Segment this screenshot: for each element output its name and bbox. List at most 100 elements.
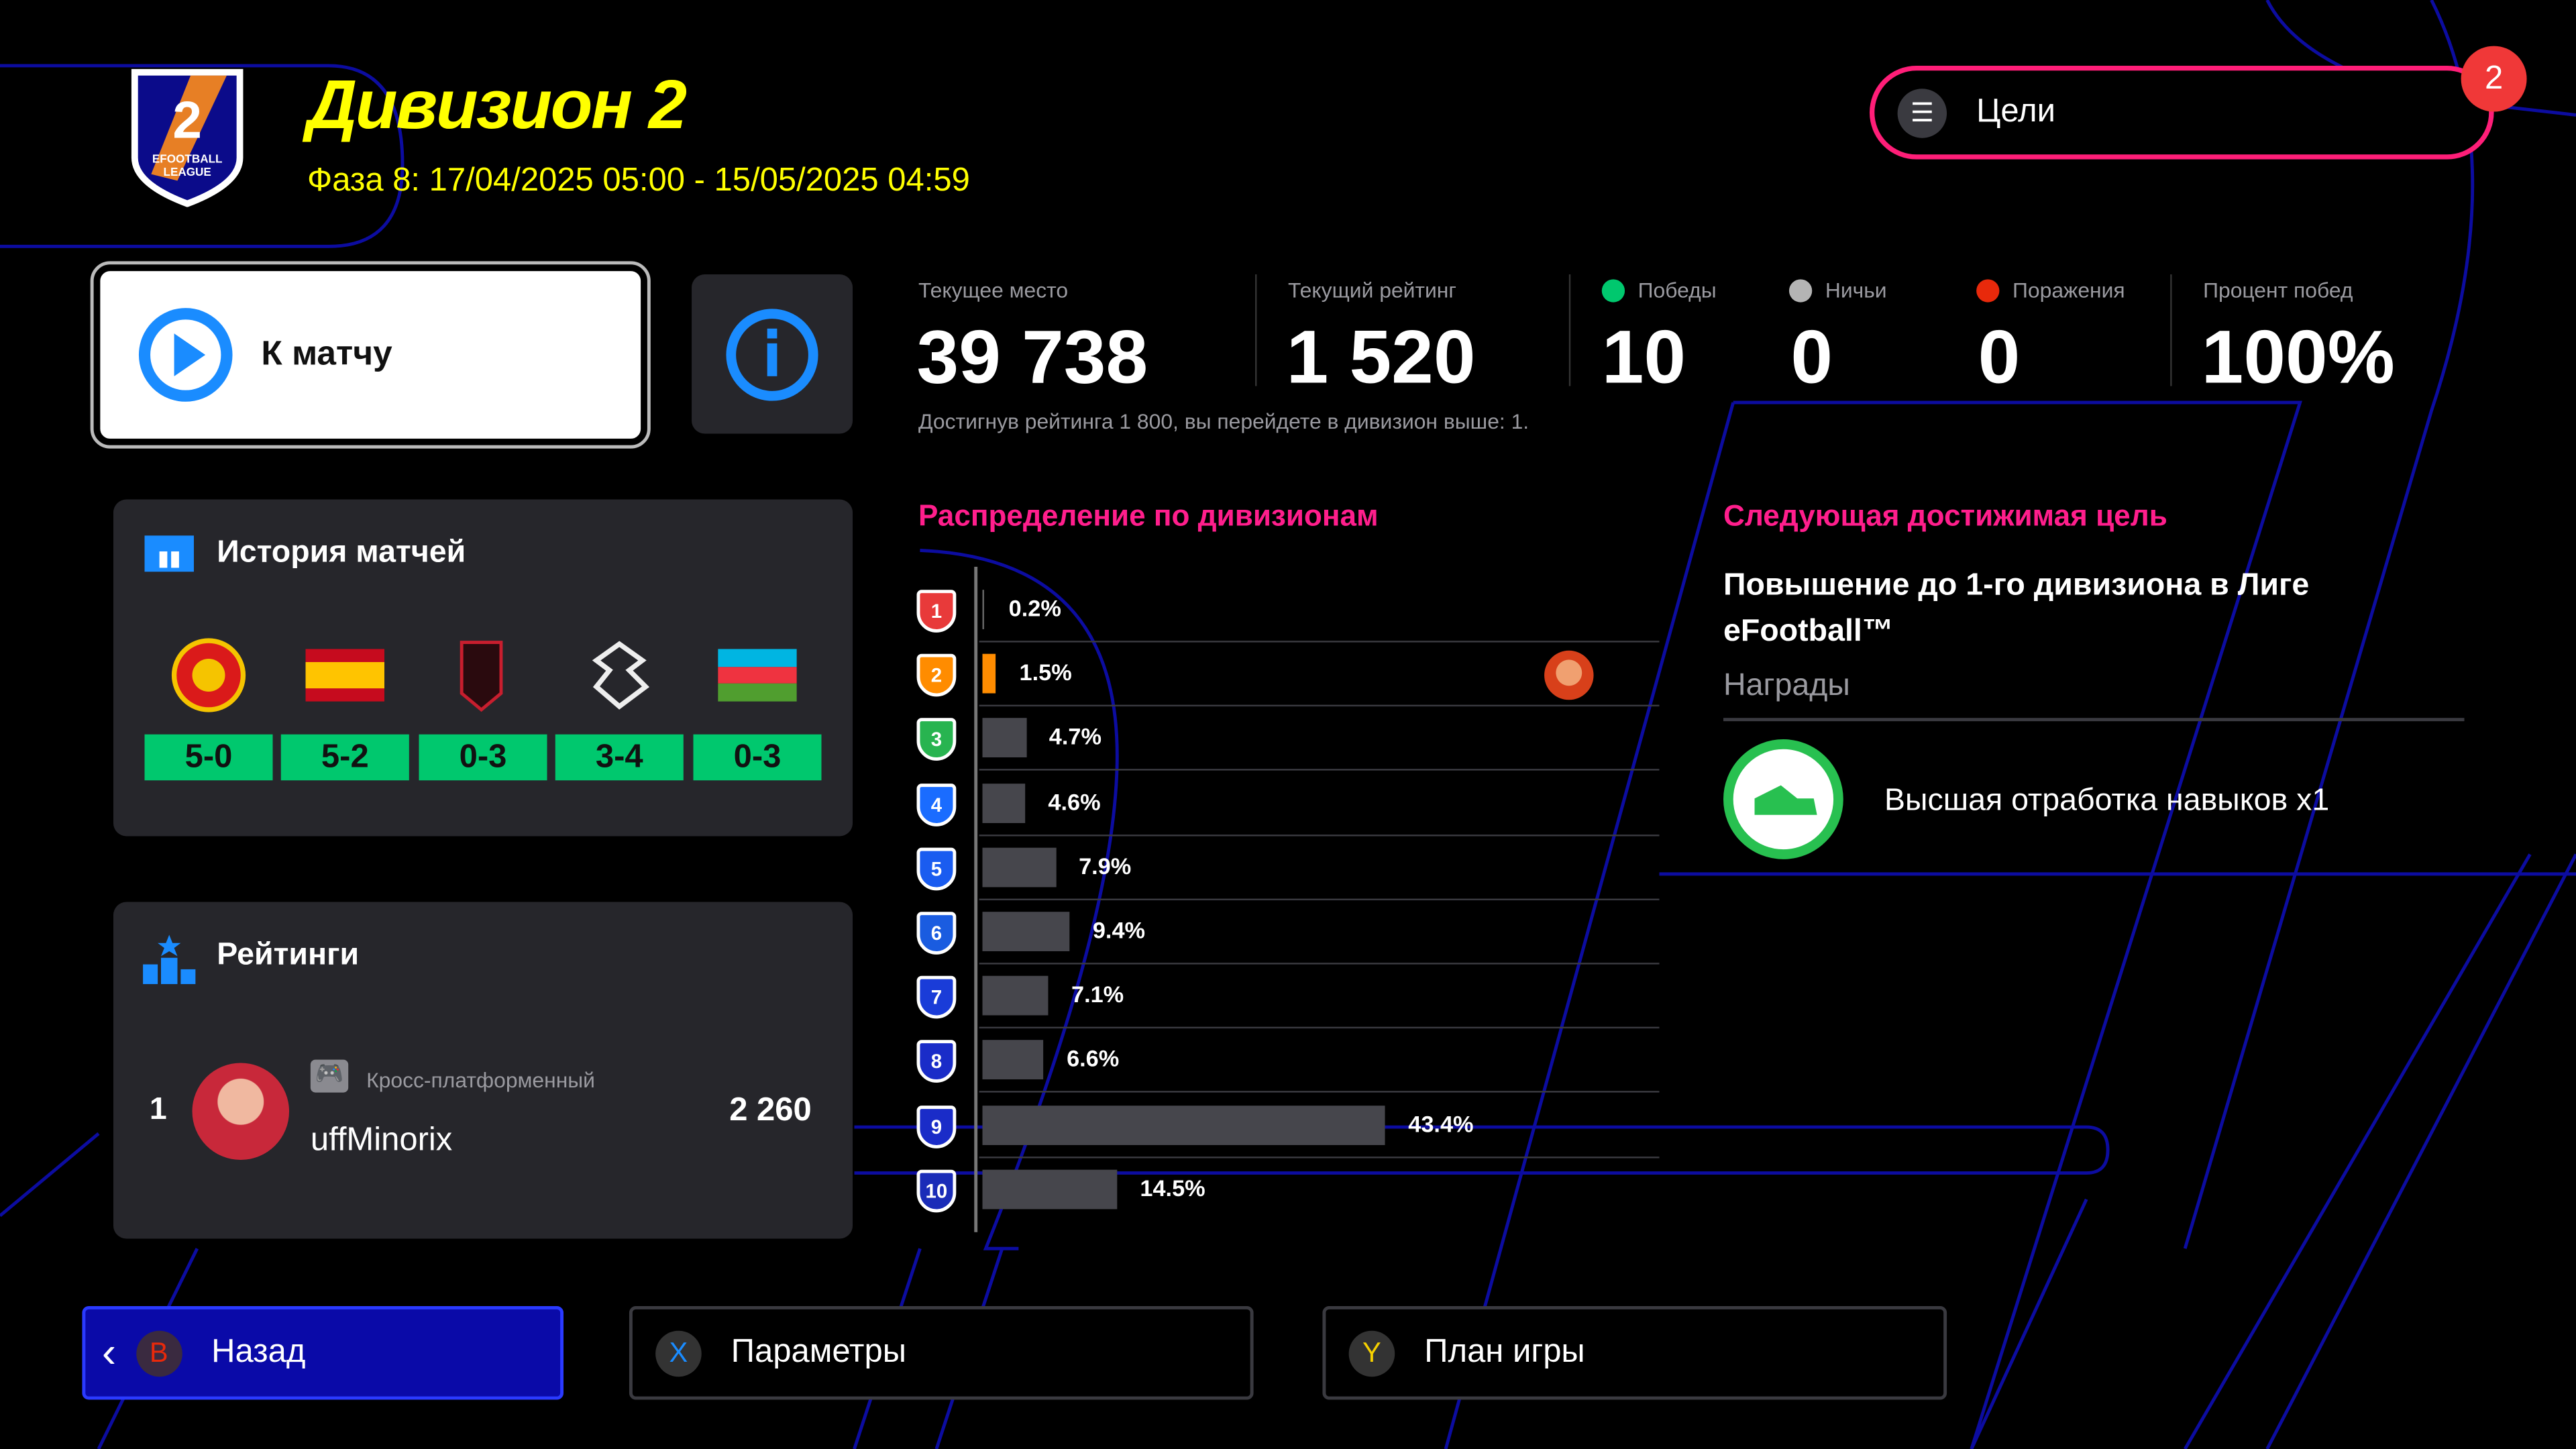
params-label: Параметры — [731, 1334, 906, 1371]
y-key-icon: Y — [1348, 1330, 1395, 1377]
back-button[interactable]: ‹ B Назад — [82, 1305, 564, 1400]
division-row: 1 0.2% — [914, 578, 1660, 643]
division-row: 8 6.6% — [914, 1029, 1660, 1093]
division-row: 3 4.7% — [914, 707, 1660, 771]
match-score[interactable]: 0-3 — [693, 734, 822, 781]
division-logo: 2 EFOOTBALL LEAGUE — [131, 68, 244, 207]
avatar — [192, 1063, 290, 1160]
player-points: 2 260 — [729, 1092, 812, 1129]
division-bar — [982, 1169, 1118, 1209]
b-key-icon: B — [136, 1330, 182, 1377]
draws-dot-icon — [1788, 278, 1813, 302]
ratings-title: Рейтинги — [217, 938, 360, 973]
scoreboard-icon: ▮▮ — [144, 535, 194, 572]
division-badge-icon: 5 — [916, 847, 957, 890]
division-percent: 0.2% — [1008, 594, 1061, 621]
wins-dot-icon — [1601, 278, 1625, 302]
wins-value: 10 — [1601, 313, 1686, 400]
division-badge-icon: 6 — [916, 912, 957, 955]
row-separator — [979, 963, 1660, 965]
phase-dates: Фаза 8: 17/04/2025 05:00 - 15/05/2025 04… — [307, 162, 970, 199]
current-place-label: Текущее место — [918, 277, 1069, 303]
platform: Кросс-платформенный — [366, 1067, 595, 1093]
division-badge-icon: 8 — [916, 1040, 957, 1083]
winrate-value: 100% — [2201, 313, 2395, 400]
division-percent: 9.4% — [1092, 916, 1146, 943]
boot-icon — [1723, 739, 1843, 859]
division-percent: 4.7% — [1049, 723, 1102, 750]
divider — [1255, 274, 1257, 386]
params-button[interactable]: X Параметры — [629, 1305, 1254, 1400]
crest-club — [440, 637, 522, 713]
row-separator — [979, 1156, 1660, 1158]
current-rating-value: 1 520 — [1286, 313, 1476, 400]
info-button[interactable] — [692, 274, 853, 434]
division-percent: 14.5% — [1140, 1174, 1205, 1201]
division-row: 4 4.6% — [914, 771, 1660, 836]
game-plan-label: План игры — [1424, 1334, 1585, 1371]
draws-label: Ничьи — [1788, 278, 1887, 303]
page-title: Дивизион 2 — [307, 65, 687, 144]
row-separator — [979, 769, 1660, 771]
distribution-axis — [974, 566, 978, 1232]
division-badge-icon: 1 — [916, 590, 957, 633]
division-bar — [982, 718, 1026, 758]
rewards-label: Награды — [1723, 668, 1850, 704]
match-score[interactable]: 0-3 — [419, 734, 547, 781]
rank: 1 — [149, 1092, 167, 1128]
divider — [1568, 274, 1571, 386]
division-bar — [982, 847, 1056, 887]
svg-text:2: 2 — [172, 91, 202, 150]
back-label: Назад — [211, 1334, 306, 1371]
row-separator — [979, 705, 1660, 707]
match-score[interactable]: 5-2 — [280, 734, 409, 781]
info-icon — [726, 308, 818, 400]
losses-value: 0 — [1978, 313, 2021, 400]
division-bar — [982, 590, 984, 629]
ratings-panel[interactable]: Рейтинги 1 🎮 Кросс-платформенный uffMino… — [113, 902, 853, 1239]
division-bar — [982, 1105, 1386, 1144]
promotion-hint: Достигнув рейтинга 1 800, вы перейдете в… — [918, 409, 1529, 434]
svg-text:EFOOTBALL: EFOOTBALL — [152, 152, 223, 165]
division-percent: 6.6% — [1067, 1045, 1120, 1072]
wins-label: Победы — [1601, 278, 1717, 303]
to-match-button[interactable]: К матчу — [90, 261, 651, 449]
reward-text: Высшая отработка навыков x1 — [1884, 784, 2330, 818]
division-badge-icon: 9 — [916, 1105, 957, 1148]
division-row: 6 9.4% — [914, 900, 1660, 965]
division-bar — [982, 654, 997, 694]
division-percent: 4.6% — [1048, 788, 1101, 814]
divider — [2170, 274, 2172, 386]
goals-label: Цели — [1976, 93, 2055, 130]
row-separator — [979, 898, 1660, 900]
division-percent: 1.5% — [1019, 659, 1072, 686]
match-score[interactable]: 5-0 — [144, 734, 273, 781]
goals-button[interactable]: ☰ Цели — [1869, 65, 2494, 160]
division-badge-icon: 7 — [916, 976, 957, 1019]
losses-dot-icon — [1976, 278, 2000, 302]
division-percent: 7.9% — [1079, 852, 1132, 879]
current-rating-label: Текущий рейтинг — [1288, 277, 1456, 303]
x-key-icon: X — [655, 1330, 702, 1377]
division-percent: 43.4% — [1408, 1110, 1474, 1136]
podium-icon — [143, 934, 196, 984]
division-badge-icon: 4 — [916, 783, 957, 826]
row-separator — [979, 834, 1660, 836]
losses-label: Поражения — [1976, 278, 2125, 303]
game-plan-button[interactable]: Y План игры — [1322, 1305, 1947, 1400]
row-separator — [979, 1091, 1660, 1093]
division-bar — [982, 912, 1070, 951]
next-goal-title: Следующая достижимая цель — [1723, 499, 2167, 533]
play-icon — [138, 308, 233, 402]
division-badge-icon: 2 — [916, 654, 957, 697]
division-badge-icon: 3 — [916, 718, 957, 761]
division-bar — [982, 1040, 1044, 1080]
to-match-label: К матчу — [261, 335, 392, 373]
flag-azerbaijan — [716, 637, 798, 713]
draws-value: 0 — [1790, 313, 1833, 400]
menu-icon: ☰ — [1897, 88, 1947, 138]
next-goal-text: Повышение до 1-го дивизиона в Лиге eFoot… — [1723, 568, 2310, 649]
match-score[interactable]: 3-4 — [555, 734, 684, 781]
division-bar — [982, 976, 1049, 1016]
division-row: 10 14.5% — [914, 1158, 1660, 1222]
